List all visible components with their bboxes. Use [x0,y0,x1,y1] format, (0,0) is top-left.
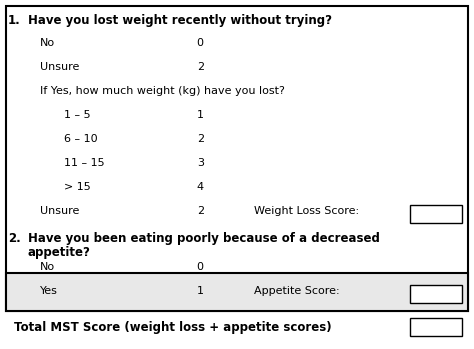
Text: 1.: 1. [8,14,21,27]
Bar [410,285,462,303]
Text: Have you been eating poorly because of a decreased: Have you been eating poorly because of a… [28,232,380,245]
Text: 0: 0 [197,262,204,272]
Text: Total MST Score (weight loss + appetite scores): Total MST Score (weight loss + appetite … [14,321,332,334]
Text: 3: 3 [197,158,204,168]
Text: Have you lost weight recently without trying?: Have you lost weight recently without tr… [28,14,332,27]
Text: 2: 2 [197,206,204,216]
Text: No: No [40,38,55,48]
Text: > 15: > 15 [64,182,91,192]
Text: Weight Loss Score:: Weight Loss Score: [254,206,359,216]
Bar [410,205,462,223]
Text: 1 – 5: 1 – 5 [64,110,91,120]
Text: Unsure: Unsure [40,206,80,216]
Text: 2: 2 [197,62,204,72]
Bar [410,318,462,336]
Text: No: No [40,262,55,272]
Text: 6 – 10: 6 – 10 [64,134,98,144]
Text: appetite?: appetite? [28,246,91,259]
Text: Yes: Yes [40,286,58,296]
Bar [6,6,468,311]
Text: 2: 2 [197,134,204,144]
Text: 2.: 2. [8,232,21,245]
Text: 11 – 15: 11 – 15 [64,158,105,168]
Bar [6,273,468,311]
Text: If Yes, how much weight (kg) have you lost?: If Yes, how much weight (kg) have you lo… [40,86,285,96]
Text: 1: 1 [197,286,204,296]
Text: 0: 0 [197,38,204,48]
Text: 4: 4 [197,182,204,192]
Text: 1: 1 [197,110,204,120]
Text: Unsure: Unsure [40,62,80,72]
Text: Appetite Score:: Appetite Score: [254,286,339,296]
